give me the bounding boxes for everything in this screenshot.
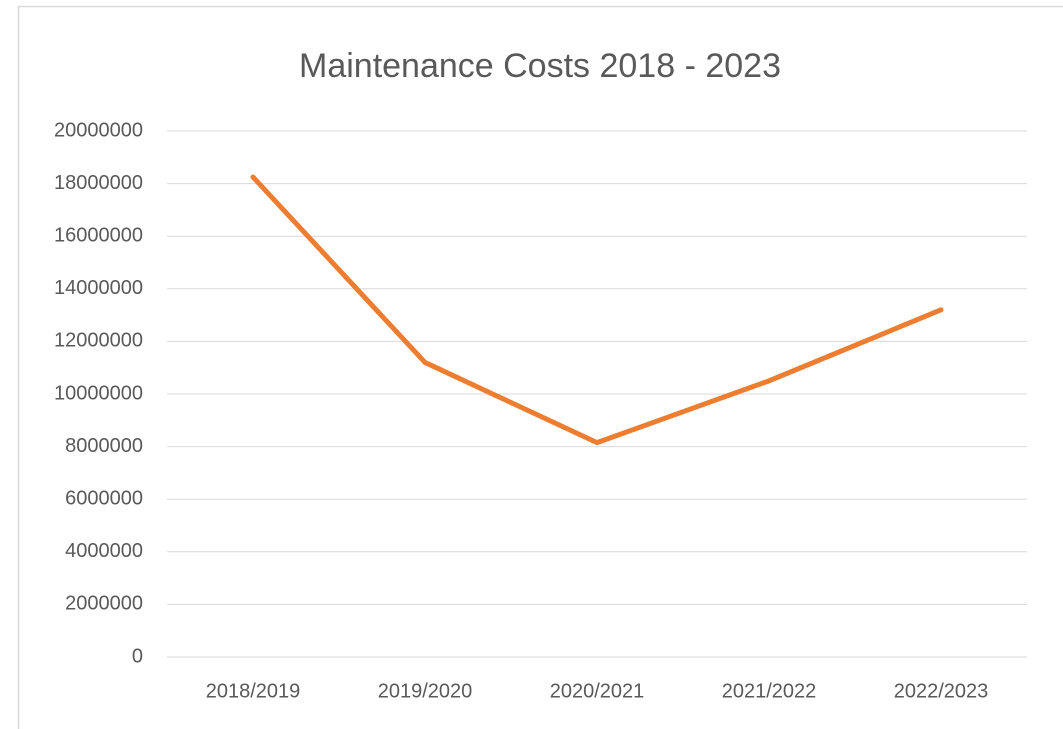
y-tick-label: 4000000 (65, 540, 143, 562)
y-tick-label: 16000000 (54, 224, 143, 246)
y-tick-label: 14000000 (54, 277, 143, 299)
x-tick-label: 2020/2021 (550, 680, 645, 702)
y-tick-label: 10000000 (54, 382, 143, 404)
y-tick-label: 8000000 (65, 435, 143, 457)
x-tick-label: 2022/2023 (894, 680, 989, 702)
y-tick-label: 12000000 (54, 330, 143, 352)
y-tick-label: 0 (132, 645, 143, 667)
x-tick-label: 2021/2022 (722, 680, 817, 702)
y-tick-label: 20000000 (54, 119, 143, 141)
y-tick-label: 2000000 (65, 593, 143, 615)
x-tick-label: 2018/2019 (206, 680, 301, 702)
chart-border (17, 5, 1063, 729)
y-tick-label: 18000000 (54, 172, 143, 194)
data-line (250, 174, 944, 446)
chart-title: Maintenance Costs 2018 - 2023 (299, 47, 781, 85)
y-tick-label: 6000000 (65, 487, 143, 509)
x-tick-label: 2019/2020 (378, 680, 473, 702)
